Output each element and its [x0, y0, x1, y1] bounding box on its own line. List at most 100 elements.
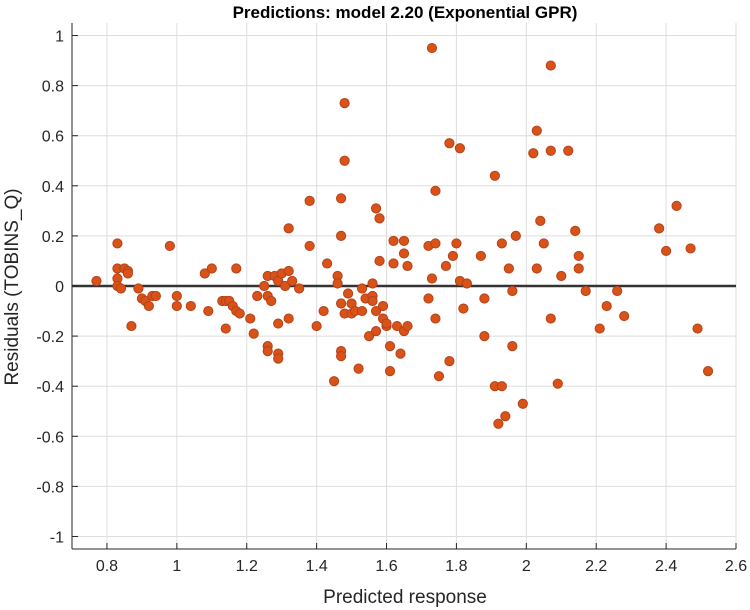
data-point	[535, 215, 546, 226]
data-point	[248, 328, 259, 339]
data-point	[573, 250, 584, 262]
data-point	[335, 193, 347, 204]
data-point	[231, 263, 242, 274]
x-tick-label: 1.4	[306, 558, 328, 575]
data-point	[122, 268, 134, 279]
data-point	[339, 98, 350, 109]
data-point	[692, 323, 703, 334]
x-tick-label: 1.2	[236, 558, 258, 575]
data-point	[370, 305, 382, 317]
data-point	[374, 213, 385, 224]
data-point	[556, 270, 567, 282]
data-point	[339, 155, 350, 166]
data-point	[203, 305, 214, 317]
data-point	[283, 265, 294, 277]
data-point	[458, 303, 469, 314]
data-point	[395, 348, 406, 359]
data-point	[283, 223, 294, 234]
data-point	[356, 283, 368, 294]
x-axis-ticks: 0.8 1 1.2 1.4 1.6 1.8 2 2.2 2.4 2.6	[96, 543, 747, 575]
data-point	[402, 260, 413, 272]
data-point	[391, 320, 403, 332]
data-point	[126, 320, 137, 332]
data-point	[426, 42, 438, 54]
data-point	[479, 330, 490, 342]
data-point	[430, 238, 441, 249]
data-point	[580, 285, 591, 297]
data-point	[304, 195, 315, 206]
data-point	[206, 263, 217, 274]
data-point	[164, 240, 175, 252]
data-point	[262, 346, 273, 357]
data-point	[384, 341, 396, 352]
data-point	[367, 295, 378, 307]
x-tick-label: 2	[522, 558, 531, 575]
data-point	[528, 148, 539, 159]
data-point	[259, 280, 270, 292]
data-point	[440, 260, 452, 272]
y-tick-label: 1	[55, 29, 64, 46]
data-point	[356, 305, 368, 317]
data-point	[304, 240, 315, 252]
data-point	[398, 248, 410, 259]
data-point	[91, 275, 102, 287]
data-point	[444, 138, 455, 149]
data-point	[377, 300, 389, 312]
data-point	[430, 313, 441, 324]
data-point	[388, 235, 399, 247]
data-point	[185, 300, 196, 312]
x-tick-label: 1.8	[445, 558, 467, 575]
y-axis-label: Residuals (TOBINS_Q)	[2, 188, 23, 385]
data-point	[245, 313, 256, 324]
data-points	[91, 42, 714, 429]
data-point	[342, 288, 354, 299]
data-point	[150, 290, 161, 302]
y-tick-label: -0.6	[36, 429, 64, 446]
data-point	[517, 398, 528, 409]
data-point	[461, 278, 473, 289]
data-point	[573, 263, 584, 274]
data-point	[444, 356, 455, 367]
data-point	[353, 363, 364, 374]
data-point	[133, 283, 144, 294]
y-tick-label: 0.4	[42, 179, 64, 196]
x-tick-label: 1	[172, 558, 181, 575]
data-point	[280, 280, 291, 292]
data-point	[685, 243, 696, 254]
data-point	[500, 411, 511, 422]
data-point	[594, 323, 605, 334]
x-tick-label: 2.6	[725, 558, 747, 575]
data-point	[199, 268, 210, 279]
data-point	[479, 293, 490, 304]
data-point	[493, 418, 504, 429]
data-point	[115, 283, 127, 294]
data-point	[363, 330, 375, 342]
data-point	[531, 263, 542, 274]
y-tick-label: -0.8	[36, 479, 64, 496]
data-point	[294, 283, 305, 294]
data-point	[496, 381, 507, 392]
data-point	[266, 295, 277, 307]
x-tick-label: 1.6	[375, 558, 397, 575]
y-axis-ticks: -1 -0.8 -0.6 -0.4 -0.2 0 0.2 0.4 0.6 0.8 1	[36, 29, 78, 546]
data-point	[171, 290, 182, 302]
data-point	[388, 258, 399, 269]
data-point	[570, 225, 581, 236]
x-tick-label: 0.8	[96, 558, 118, 575]
data-point	[143, 300, 154, 312]
x-axis-label: Predicted response	[323, 587, 487, 608]
y-tick-label: -1	[50, 529, 64, 546]
x-tick-label: 2.2	[585, 558, 607, 575]
data-point	[370, 203, 382, 214]
data-point	[545, 145, 556, 156]
data-point	[252, 290, 263, 302]
data-point	[220, 323, 231, 334]
data-point	[619, 310, 630, 322]
data-point	[318, 305, 329, 317]
data-point	[335, 230, 347, 242]
data-point	[507, 285, 518, 297]
data-point	[510, 230, 521, 242]
data-point	[496, 238, 507, 249]
data-point	[552, 378, 563, 389]
data-point	[384, 366, 396, 377]
